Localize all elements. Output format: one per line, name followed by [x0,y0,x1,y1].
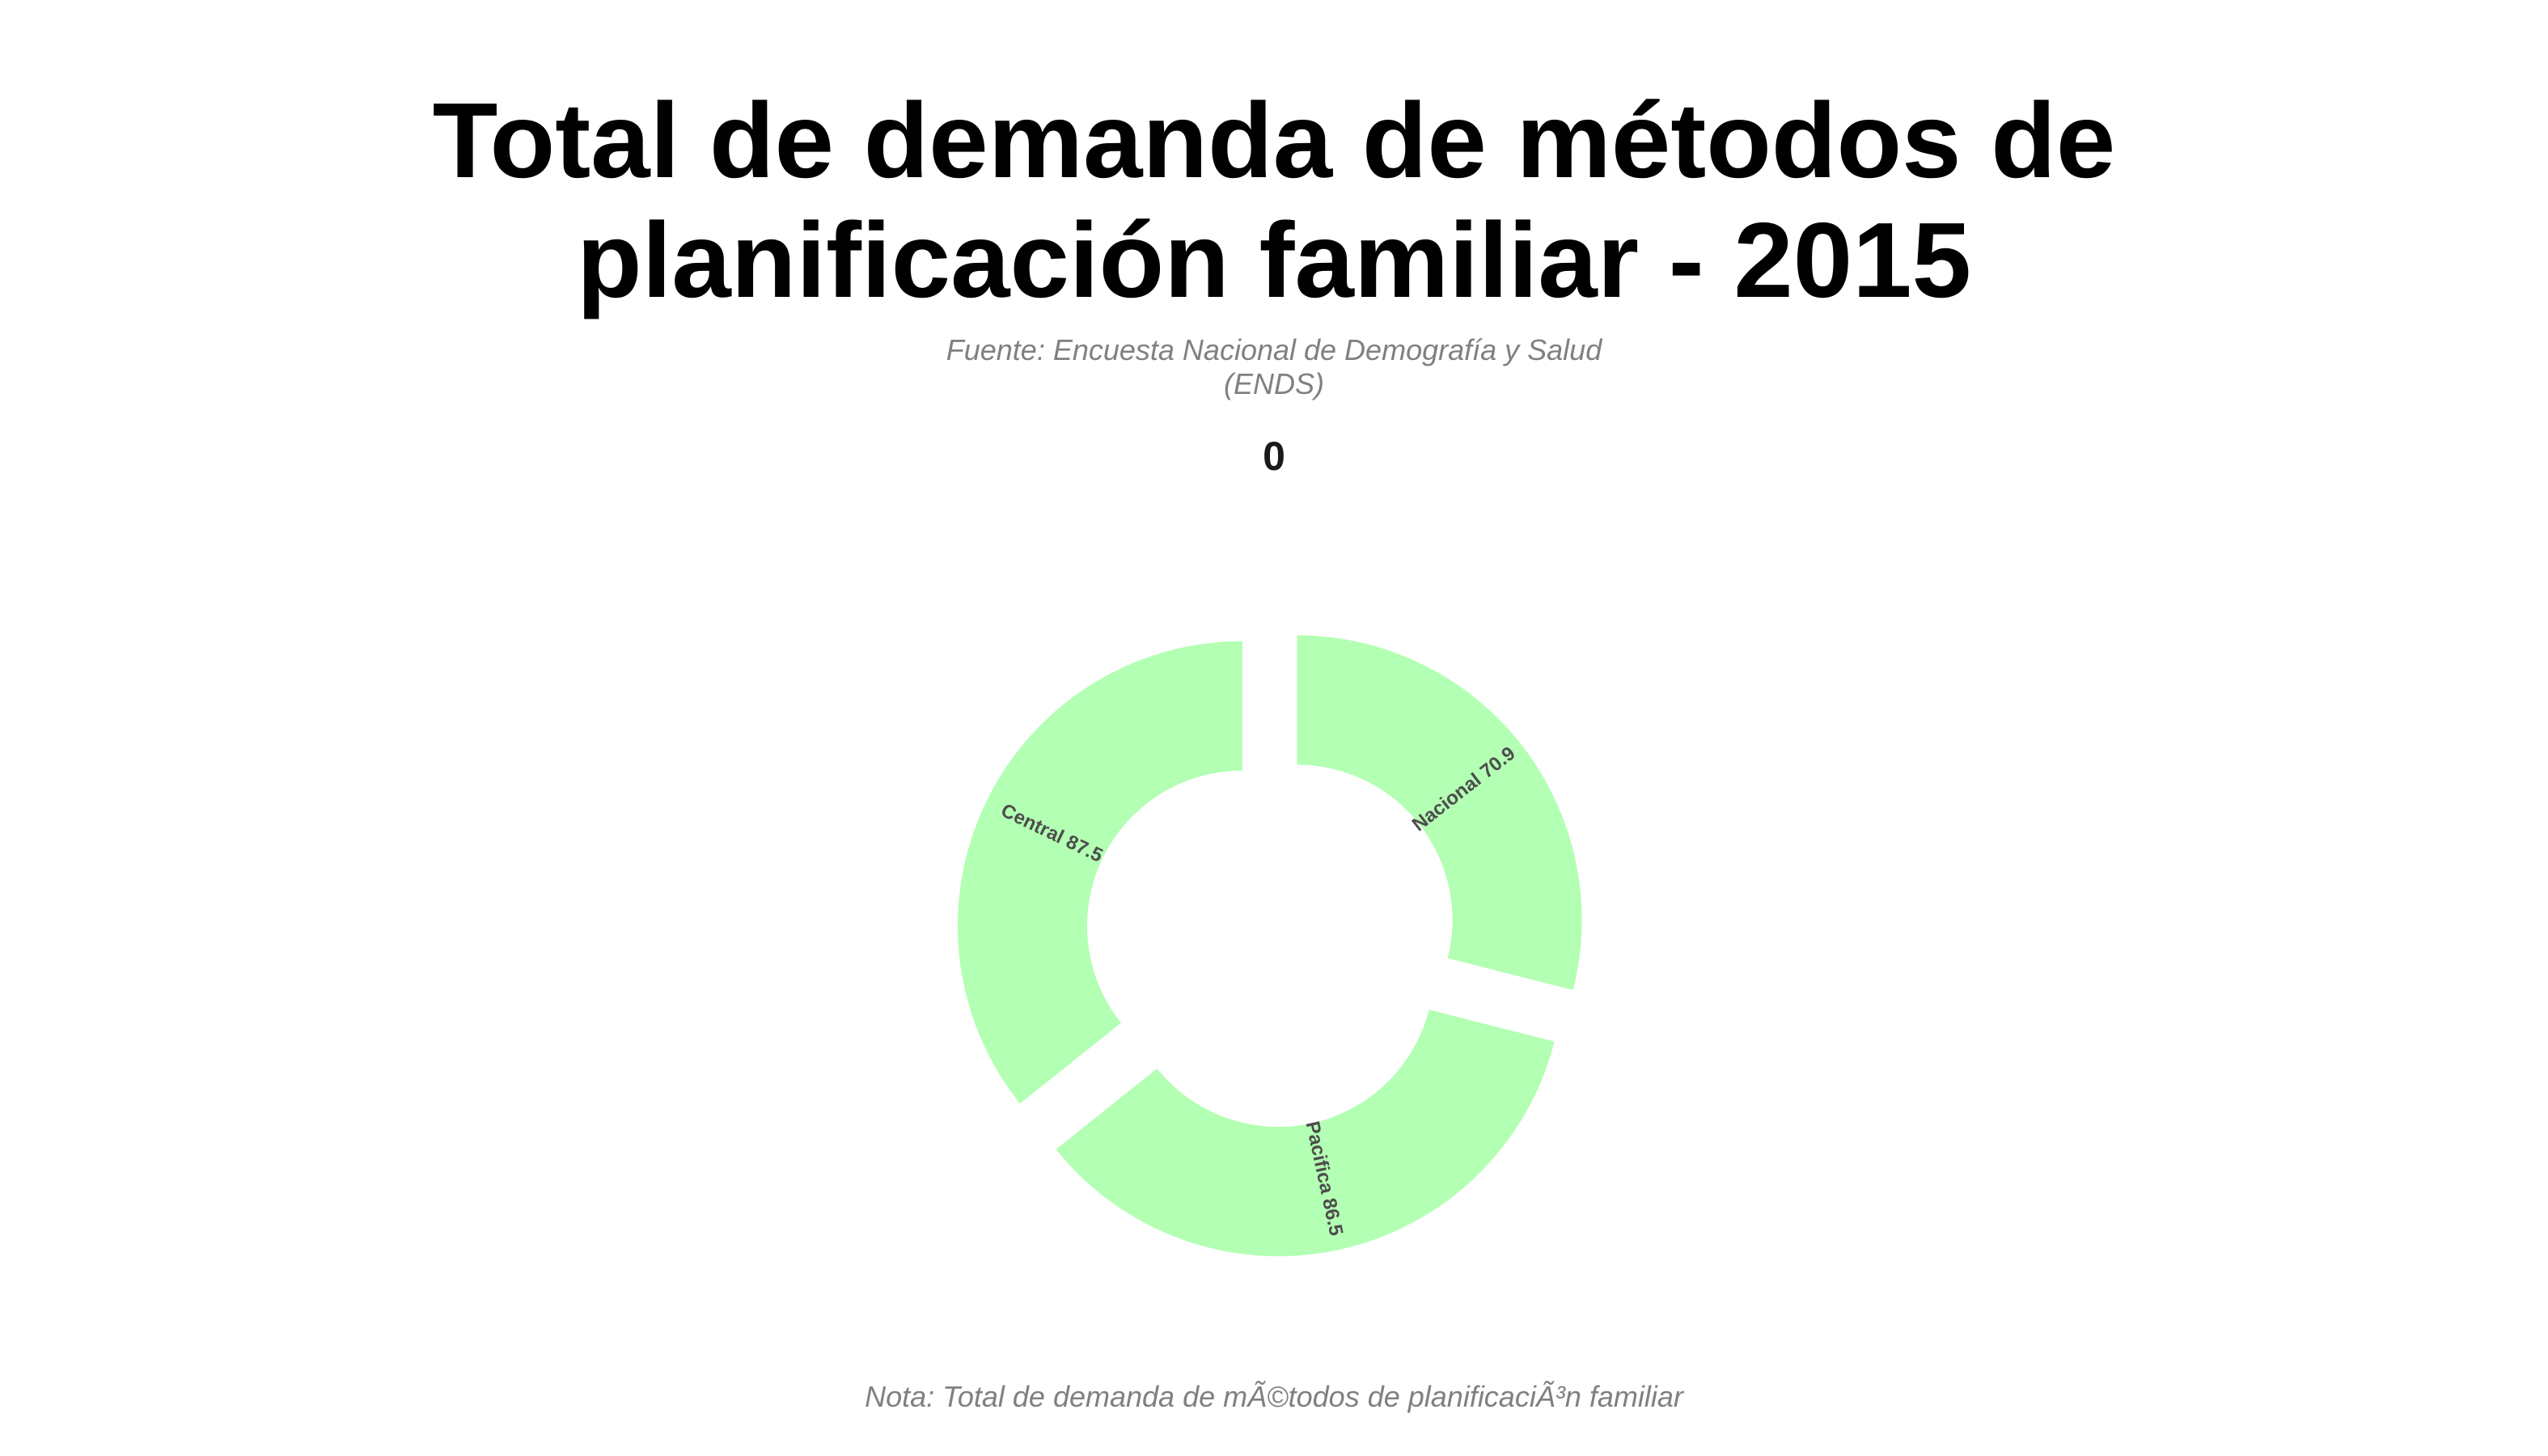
chart-caption: Nota: Total de demanda de mÃ©todos de pl… [0,1380,2548,1414]
donut-slices [958,635,1582,1256]
donut-slice-central [958,641,1242,1104]
